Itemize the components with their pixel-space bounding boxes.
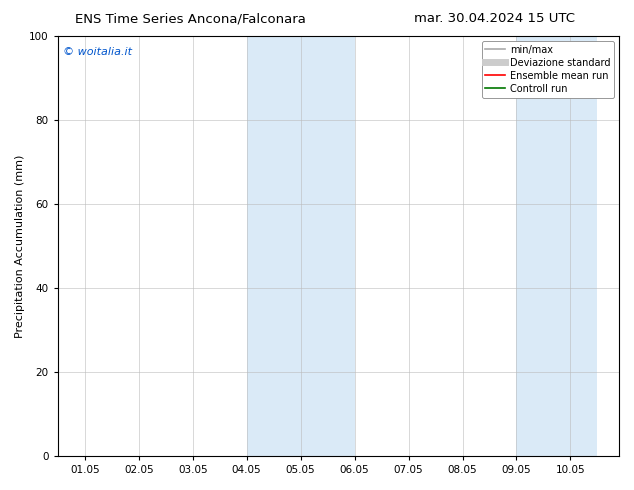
Bar	[517, 36, 597, 456]
Bar	[247, 36, 354, 456]
Text: © woitalia.it: © woitalia.it	[63, 47, 133, 57]
Y-axis label: Precipitation Accumulation (mm): Precipitation Accumulation (mm)	[15, 154, 25, 338]
Text: ENS Time Series Ancona/Falconara: ENS Time Series Ancona/Falconara	[75, 12, 306, 25]
Legend: min/max, Deviazione standard, Ensemble mean run, Controll run: min/max, Deviazione standard, Ensemble m…	[482, 41, 614, 98]
Text: mar. 30.04.2024 15 UTC: mar. 30.04.2024 15 UTC	[414, 12, 575, 25]
